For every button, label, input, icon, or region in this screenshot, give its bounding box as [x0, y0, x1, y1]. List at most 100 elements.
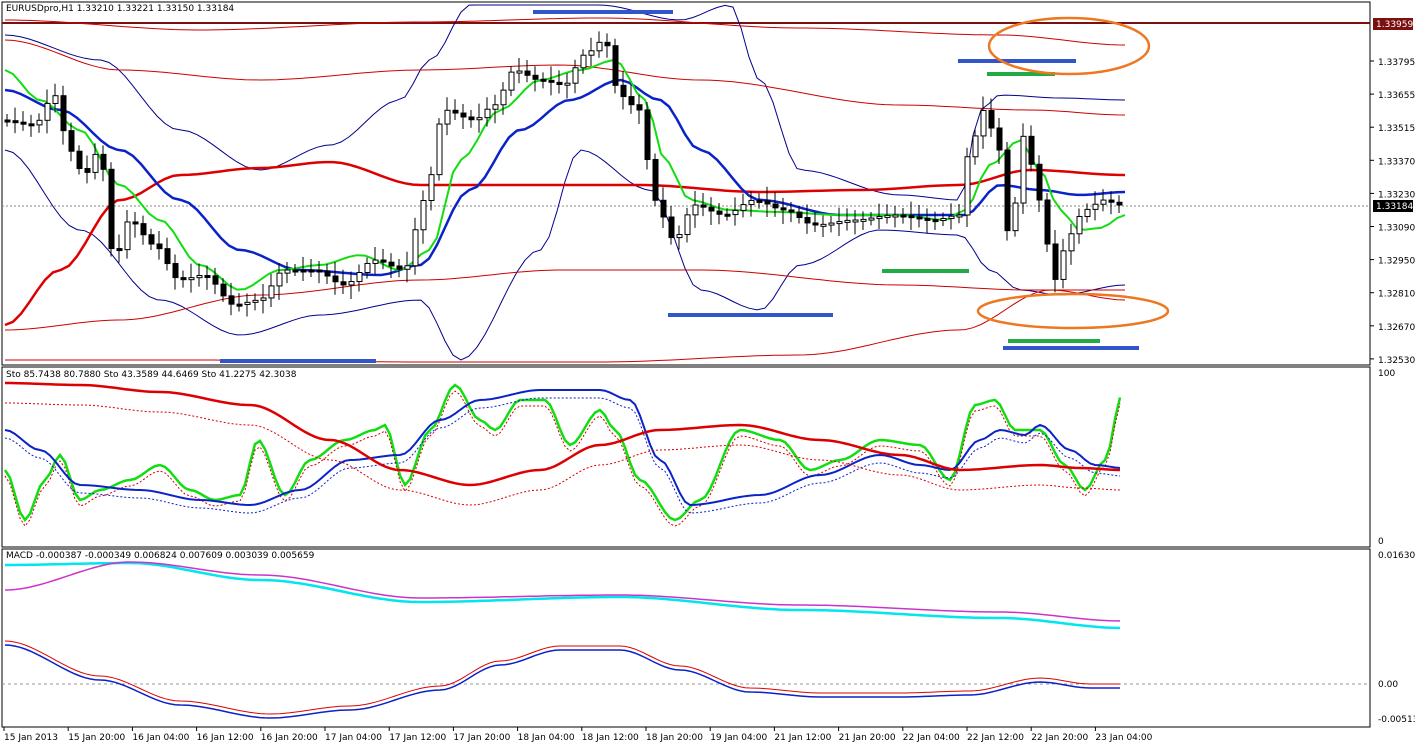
bull-candle	[820, 223, 827, 227]
macd-histogram-signal	[4, 640, 1120, 715]
bull-candle	[732, 209, 739, 216]
bull-candle	[500, 89, 507, 106]
bear-candle	[204, 275, 211, 279]
bear-candle	[556, 81, 563, 85]
macd-signal-line	[4, 561, 1121, 622]
bull-candle	[876, 216, 883, 220]
stochastic-plot	[3, 381, 1122, 527]
bear-candle	[380, 259, 387, 263]
bear-candle	[220, 283, 227, 297]
price-tick-label: 1.32670	[1378, 323, 1415, 333]
envelope-outer-lower-red	[5, 289, 1126, 363]
bull-candle	[508, 71, 515, 91]
bear-candle	[332, 275, 339, 283]
bull-candle	[492, 104, 499, 110]
time-tick-label: 17 Jan 20:00	[453, 733, 510, 743]
top-price-label: 1.33959	[1376, 20, 1413, 30]
bull-candle	[1084, 208, 1091, 217]
bear-candle	[84, 168, 91, 173]
bear-candle	[1052, 243, 1059, 280]
bear-candle	[756, 199, 763, 203]
time-tick-label: 23 Jan 04:00	[1095, 733, 1152, 743]
bull-candle	[572, 67, 579, 84]
time-tick-label: 21 Jan 20:00	[839, 733, 896, 743]
current-price-marker: 1.33184	[1373, 200, 1413, 212]
time-axis: 15 Jan 2013 15 Jan 20:00 16 Jan 04:00 16 Ja…	[3, 727, 1153, 743]
bear-candle	[652, 158, 659, 201]
bull-candle	[1012, 202, 1019, 232]
bear-candle	[548, 79, 555, 83]
highlight-ellipse-top	[987, 16, 1151, 76]
bull-candle	[276, 272, 283, 287]
slow-moving-average	[4, 160, 1126, 327]
bull-candle	[356, 272, 363, 283]
bull-candle	[868, 217, 875, 221]
bull-candle	[364, 262, 371, 274]
main-pane-title: EURUSDpro,H1 1.33210 1.33221 1.33150 1.3…	[6, 4, 235, 14]
bull-candle	[124, 221, 131, 251]
bull-candle	[964, 156, 971, 216]
bear-candle	[772, 203, 779, 209]
bear-candle	[452, 109, 459, 114]
bull-candle	[956, 214, 963, 218]
macd-plot	[2, 561, 1370, 719]
bear-candle	[796, 211, 803, 219]
bear-candle	[116, 248, 123, 252]
bear-candle	[1036, 163, 1043, 201]
stochastic-pane[interactable]	[1, 366, 1371, 548]
macd-axis-top: 0.016303	[1378, 551, 1415, 561]
bear-candle	[908, 215, 915, 219]
bull-candle	[484, 108, 491, 119]
bollinger-lower-blue	[4, 149, 1126, 361]
bear-candle	[532, 74, 539, 80]
bull-candle	[1020, 135, 1027, 204]
macd-axis-bottom: -0.00513	[1378, 715, 1415, 725]
current-price-label: 1.33184	[1376, 202, 1413, 212]
stochastic-mid-signal	[4, 397, 1121, 514]
bear-candle	[460, 112, 467, 118]
bear-candle	[540, 78, 547, 82]
bear-candle	[468, 116, 475, 121]
envelope-outer-upper-red	[5, 17, 1126, 46]
bear-candle	[68, 130, 75, 152]
stochastic-mid-line	[4, 389, 1121, 507]
bull-candle	[564, 82, 571, 86]
bear-candle	[76, 150, 83, 170]
bull-candle	[476, 117, 483, 121]
main-pane[interactable]	[1, 1, 1371, 366]
envelope-upper-red	[4, 39, 1126, 116]
bollinger-upper-blue	[4, 4, 1126, 201]
macd-pane-title: MACD -0.000387 -0.000349 0.006824 0.0076…	[6, 551, 315, 561]
bull-candle	[348, 281, 355, 286]
bear-candle	[1004, 149, 1011, 232]
bear-candle	[644, 109, 651, 160]
bear-candle	[924, 217, 931, 221]
price-tick-label: 1.32530	[1378, 356, 1415, 366]
bear-candle	[60, 95, 67, 132]
bear-candle	[28, 123, 35, 127]
bear-candle	[172, 263, 179, 279]
bull-candle	[972, 135, 979, 158]
macd-pane[interactable]	[1, 548, 1371, 728]
mid-moving-average	[4, 78, 1126, 277]
price-tick-label: 1.32950	[1378, 257, 1415, 267]
price-tick-label: 1.33795	[1378, 58, 1415, 68]
bull-candle	[428, 174, 435, 202]
bear-candle	[932, 219, 939, 223]
bull-candle	[692, 204, 699, 216]
time-tick-label: 17 Jan 04:00	[325, 733, 382, 743]
bear-candle	[788, 209, 795, 213]
bull-candle	[244, 301, 251, 305]
bull-candle	[268, 285, 275, 299]
bull-candle	[884, 214, 891, 218]
bull-candle	[404, 265, 411, 270]
bull-candle	[948, 215, 955, 220]
bull-candle	[36, 119, 43, 126]
time-tick-label: 15 Jan 20:00	[68, 733, 125, 743]
price-tick-label: 1.33370	[1378, 157, 1415, 167]
price-tick-label: 1.33655	[1378, 91, 1415, 101]
bull-candle	[828, 222, 835, 226]
bear-candle	[668, 216, 675, 239]
price-tick-label: 1.32810	[1378, 290, 1415, 300]
